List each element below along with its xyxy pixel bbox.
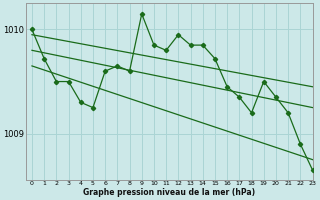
X-axis label: Graphe pression niveau de la mer (hPa): Graphe pression niveau de la mer (hPa) — [83, 188, 255, 197]
